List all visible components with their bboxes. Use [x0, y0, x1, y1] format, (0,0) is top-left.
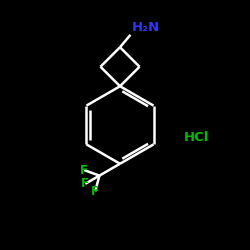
- Text: F: F: [81, 177, 89, 190]
- Text: H₂N: H₂N: [132, 20, 160, 34]
- Text: HCl: HCl: [184, 131, 209, 144]
- Text: F: F: [91, 185, 99, 198]
- Text: F: F: [80, 164, 88, 176]
